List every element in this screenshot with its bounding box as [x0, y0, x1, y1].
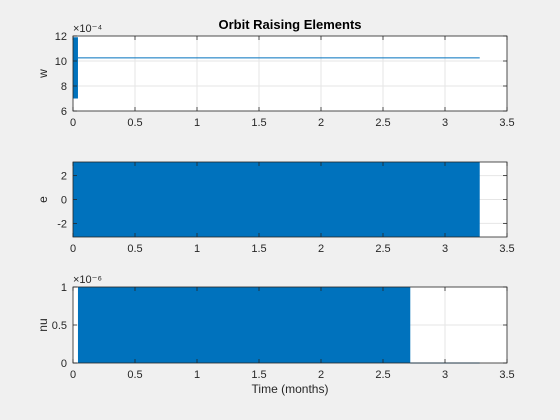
- x-tick-label: 0.5: [127, 369, 142, 381]
- y-tick-label: 0: [61, 358, 67, 370]
- y-axis-label: w: [36, 69, 50, 79]
- y-exponent-label: ×10⁻⁴: [73, 23, 102, 35]
- y-tick-label: 6: [61, 106, 67, 118]
- x-tick-label: 0.5: [127, 243, 142, 255]
- y-axis-label: nu: [36, 318, 50, 331]
- x-tick-label: 2.5: [375, 369, 390, 381]
- x-tick-label: 1: [194, 369, 200, 381]
- y-tick-label: -2: [57, 218, 67, 230]
- x-tick-label: 3.5: [499, 369, 514, 381]
- x-tick-label: 2: [318, 243, 324, 255]
- y-tick-label: 2: [61, 171, 67, 183]
- x-tick-label: 0.5: [127, 117, 142, 129]
- x-tick-label: 1.5: [251, 117, 266, 129]
- series-oscillation-band: [73, 162, 480, 237]
- subplot-1: 0 0.5 1 1.5 2 2.5 3 3.5 6 8 10 12 ×10⁻⁴ w: [36, 23, 515, 129]
- y-axis-label: e: [36, 196, 50, 203]
- y-tick-label: 8: [61, 81, 67, 93]
- y-tick-label: 10: [55, 56, 67, 68]
- x-tick-label: 0: [70, 369, 76, 381]
- x-tick-label: 1.5: [251, 243, 266, 255]
- x-tick-label: 3: [442, 369, 448, 381]
- x-tick-label: 1.5: [251, 369, 266, 381]
- y-tick-label: 0.5: [52, 320, 67, 332]
- x-tick-label: 3: [442, 243, 448, 255]
- plot-area: [73, 36, 507, 111]
- x-tick-label: 3: [442, 117, 448, 129]
- series-oscillation-band: [73, 37, 78, 99]
- x-tick-label: 2: [318, 117, 324, 129]
- y-tick-label: 12: [55, 31, 67, 43]
- y-tick-label: 0: [61, 195, 67, 207]
- x-tick-label: 1: [194, 243, 200, 255]
- series-oscillation-band: [77, 287, 411, 363]
- axes-box: [72, 35, 508, 112]
- figure-title: Orbit Raising Elements: [218, 17, 361, 32]
- x-tick-label: 2: [318, 369, 324, 381]
- x-tick-label: 1: [194, 117, 200, 129]
- x-tick-label: 3.5: [499, 117, 514, 129]
- x-tick-label: 0: [70, 117, 76, 129]
- subplot-3: 0 0.5 1 1.5 2 2.5 3 3.5 0 0.5 1 ×10⁻⁶ nu Time (months…: [36, 274, 515, 396]
- x-tick-label: 3.5: [499, 243, 514, 255]
- x-axis-label: Time (months): [252, 382, 329, 396]
- x-tick-label: 2.5: [375, 243, 390, 255]
- x-tick-label: 2.5: [375, 117, 390, 129]
- y-tick-label: 1: [61, 282, 67, 294]
- subplot-2: 0 0.5 1 1.5 2 2.5 3 3.5 -2 0 2 e: [36, 161, 515, 255]
- y-exponent-label: ×10⁻⁶: [73, 274, 102, 286]
- x-tick-label: 0: [70, 243, 76, 255]
